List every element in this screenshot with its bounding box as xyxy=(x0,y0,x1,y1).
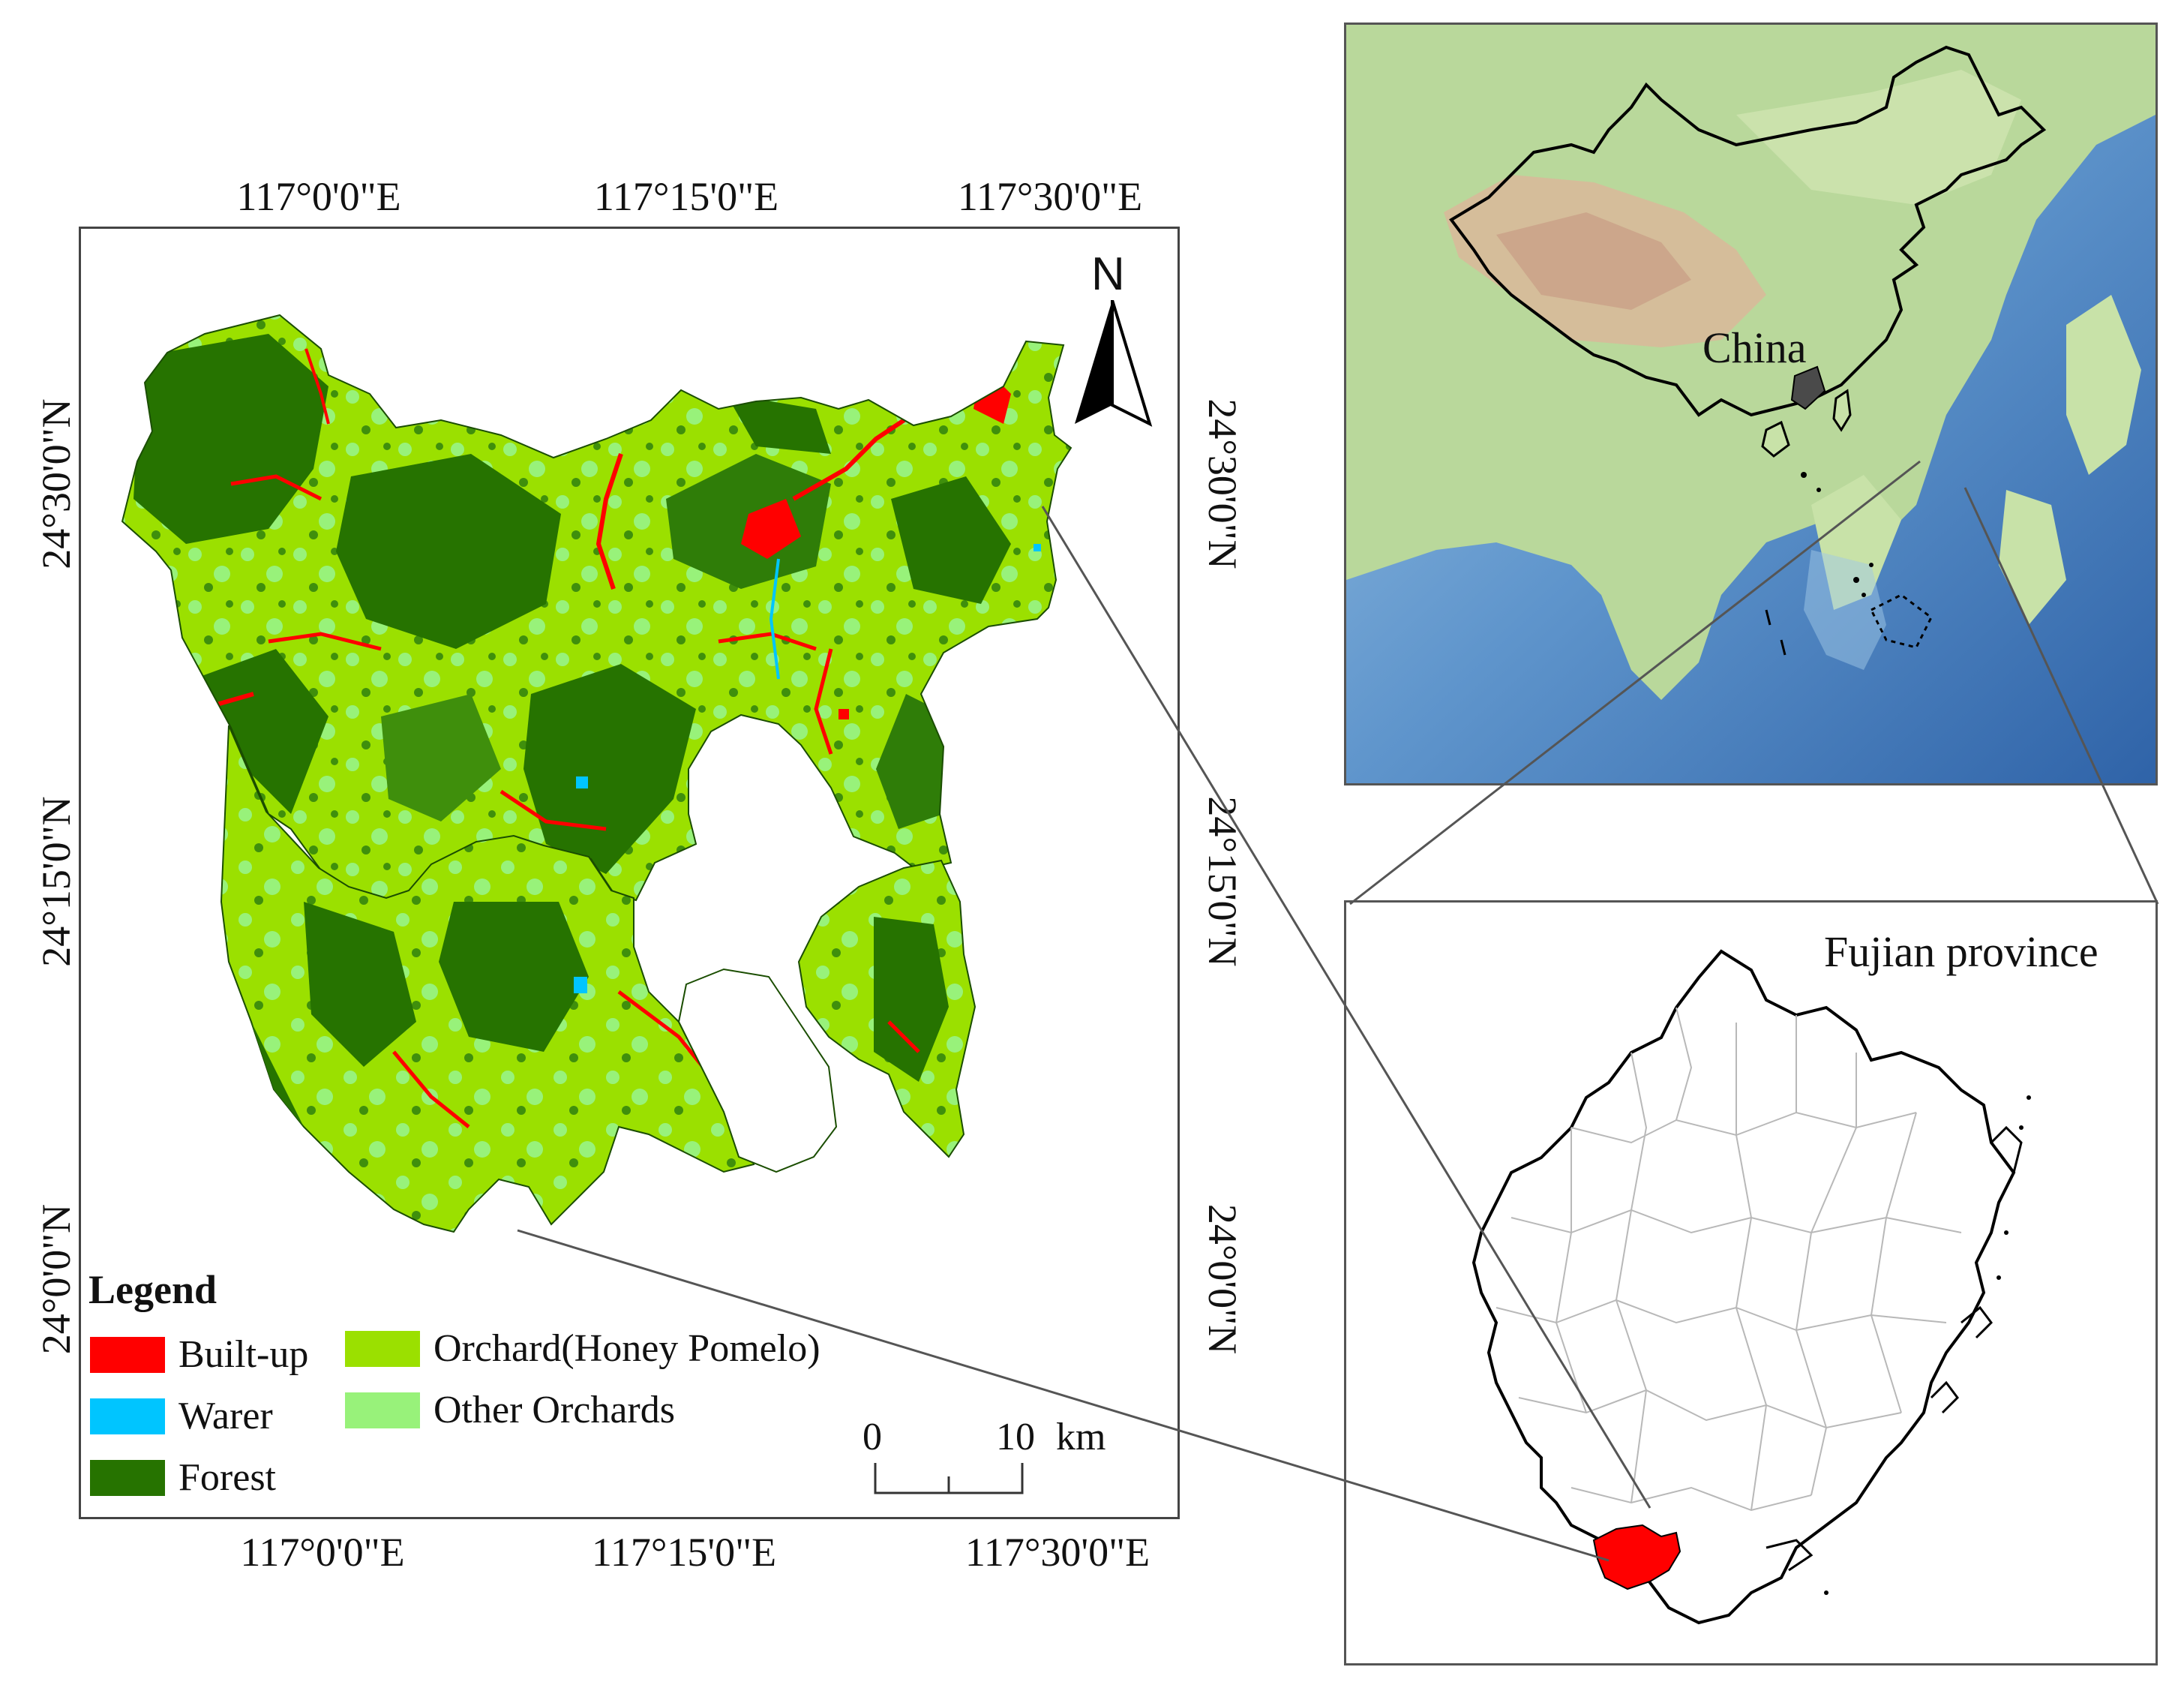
north-label: N xyxy=(1091,248,1125,300)
study-area-highlight xyxy=(1592,1524,1682,1590)
china-map-canvas xyxy=(1346,25,2156,783)
left-latitude-label: 24°15'0"N xyxy=(34,796,79,967)
scale-zero-label: 0 xyxy=(862,1416,882,1458)
fujian-province-map xyxy=(1344,900,2158,1665)
bottom-longitude-label: 117°30'0"E xyxy=(964,1530,1150,1575)
legend-item-water: Warer xyxy=(90,1394,273,1438)
right-latitude-label: 24°0'0"N xyxy=(1200,1203,1245,1355)
legend-swatch xyxy=(90,1459,165,1496)
legend-title: Legend xyxy=(88,1267,218,1312)
bottom-longitude-label: 117°15'0"E xyxy=(591,1530,777,1575)
scale-bar-graphic xyxy=(874,1463,1024,1494)
study-area-boundary xyxy=(121,314,1072,902)
legend-item-forest: Forest xyxy=(90,1455,276,1500)
top-longitude-label: 117°15'0"E xyxy=(593,174,779,219)
legend: Legend Built-up Warer Forest Orchard(Hon… xyxy=(86,1266,896,1514)
fujian-map-canvas xyxy=(1472,949,2031,1625)
legend-label: Built-up xyxy=(178,1333,309,1376)
legend-item-other-orchards: Other Orchards xyxy=(345,1388,675,1432)
right-latitude-label: 24°30'0"N xyxy=(1200,398,1245,569)
legend-label: Orchard(Honey Pomelo) xyxy=(434,1327,820,1370)
study-area-south-lobe xyxy=(220,725,976,1233)
left-latitude-label: 24°30'0"N xyxy=(34,398,79,569)
top-longitude-label: 117°0'0"E xyxy=(236,174,401,219)
scale-unit-label: km xyxy=(1056,1416,1106,1458)
north-arrow-icon xyxy=(1075,300,1153,427)
legend-swatch xyxy=(345,1330,420,1367)
china-overview-map xyxy=(1344,23,2158,785)
land-use-map-frame xyxy=(79,227,1180,1519)
top-longitude-label: 117°30'0"E xyxy=(957,174,1143,219)
left-latitude-label: 24°0'0"N xyxy=(34,1203,79,1355)
legend-swatch xyxy=(90,1336,165,1373)
legend-item-built-up: Built-up xyxy=(90,1332,308,1377)
fujian-label: Fujian province xyxy=(1824,927,2098,976)
scale-bar: 0 10 km xyxy=(862,1418,1110,1500)
legend-swatch xyxy=(90,1398,165,1434)
right-latitude-label: 24°15'0"N xyxy=(1200,796,1245,967)
legend-label: Forest xyxy=(178,1456,276,1499)
scale-ten-label: 10 xyxy=(996,1416,1035,1458)
bottom-longitude-label: 117°0'0"E xyxy=(240,1530,405,1575)
land-use-map-canvas xyxy=(121,314,1072,902)
fujian-location-marker xyxy=(1790,365,1826,410)
china-label: China xyxy=(1702,323,1807,372)
legend-label: Warer xyxy=(178,1395,273,1437)
legend-item-honey-pomelo: Orchard(Honey Pomelo) xyxy=(345,1326,820,1371)
legend-label: Other Orchards xyxy=(434,1389,675,1431)
legend-swatch xyxy=(345,1392,420,1428)
